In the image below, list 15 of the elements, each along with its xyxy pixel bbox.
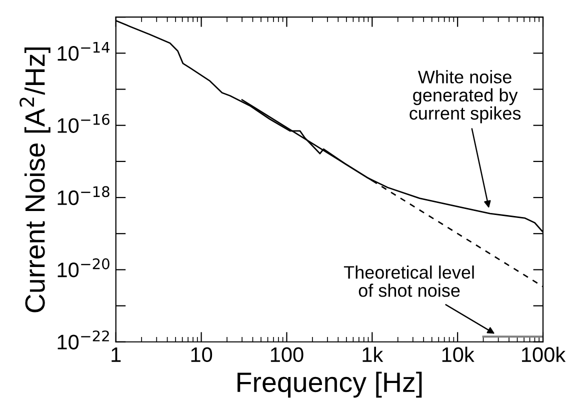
x-tick-label: 10k — [442, 346, 474, 362]
x-axis-title: Frequency [Hz] — [238, 372, 422, 398]
annotation: White noise generated by current spikes — [410, 70, 521, 124]
y-tick-label: 10$^{−14}$ — [58, 42, 110, 61]
x-tick-label: 1k — [362, 346, 384, 362]
x-tick-label: 1 — [112, 348, 121, 362]
annotation: Theoretical level of shot noise — [344, 266, 474, 297]
y-tick-label: 10$^{−16}$ — [58, 114, 110, 133]
x-tick-label: 10 — [191, 347, 212, 362]
y-tick-label: 10$^{−22}$ — [58, 330, 109, 350]
y-axis-title: Current Noise [A$^{2}$/Hz] — [20, 48, 50, 312]
x-tick-label: 100k — [522, 346, 566, 362]
y-tick-label: 10$^{−18}$ — [58, 186, 110, 206]
y-tick-label: 10$^{−20}$ — [58, 258, 110, 278]
x-tick-label: 100 — [270, 347, 304, 362]
